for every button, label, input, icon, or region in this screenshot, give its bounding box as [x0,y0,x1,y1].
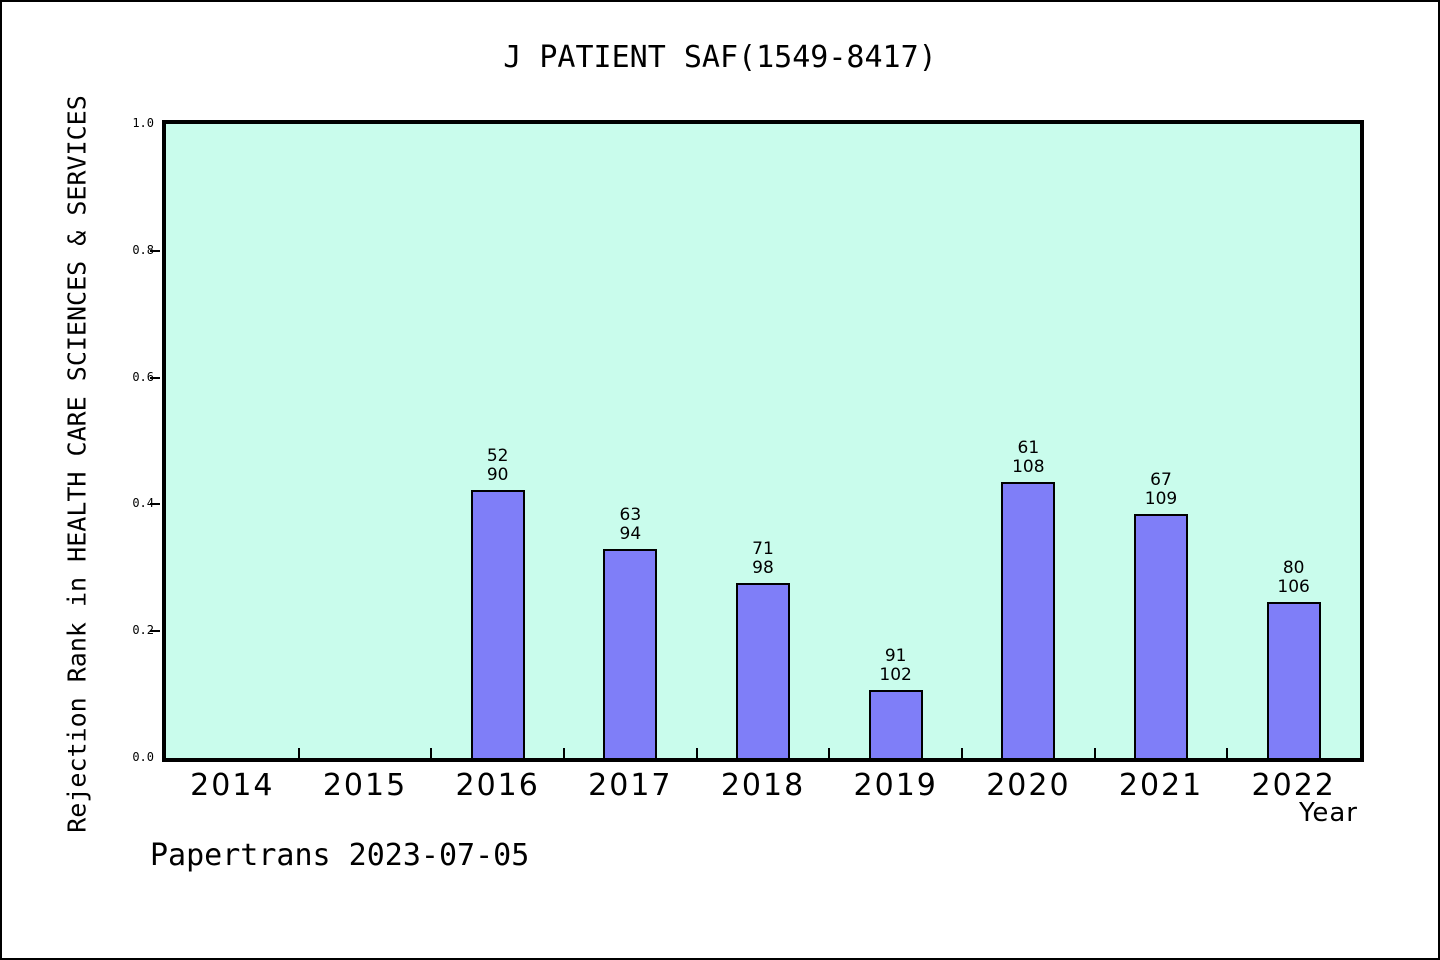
bar-2021 [1134,513,1188,758]
x-tick-label-2019: 2019 [853,768,938,803]
y-tick-label-0.4: 0.4 [132,496,154,511]
x-axis-tick [1093,748,1096,758]
y-axis-tick [150,376,160,379]
y-tick-label-0.8: 0.8 [132,242,154,257]
y-tick-label-0.2: 0.2 [132,623,154,638]
bar-2018 [736,583,790,758]
total-value: 102 [879,664,912,685]
bar-2019 [868,689,923,758]
x-axis-tick-labels: 2014 2015 2016 2017 2018 2019 2020 2021 2022 [166,768,1360,803]
x-tick-label-2021: 2021 [1118,768,1204,803]
rank-value: 67 [1150,469,1172,490]
total-value: 108 [1012,457,1045,478]
bar-value-label-2018: 71 98 [703,540,823,578]
x-axis-tick [695,748,698,758]
total-value: 90 [486,465,509,486]
rank-value: 80 [1282,558,1305,579]
plot-area: 52 90 63 94 71 98 91 102 61 108 67 109 80 106 [162,120,1364,762]
x-tick-label-2022: 2022 [1251,768,1336,803]
x-axis-tick [297,748,300,758]
bar-value-label-2022: 80 106 [1234,559,1354,597]
rank-value: 61 [1017,438,1040,459]
x-axis-tick [960,748,963,758]
bar-2017 [603,548,658,758]
x-tick-label-2018: 2018 [720,768,806,803]
y-axis-tick [150,249,160,252]
y-tick-label-0.6: 0.6 [132,369,154,384]
y-tick-label-1.0: 1.0 [132,116,154,130]
bar-value-label-2016: 52 90 [438,447,558,485]
chart-title: J PATIENT SAF(1549-8417) [503,40,937,75]
rank-value: 52 [486,446,509,467]
x-tick-label-2014: 2014 [190,768,275,803]
bar-value-label-2019: 91 102 [836,645,956,685]
watermark-text: Papertrans 2023-07-05 [150,838,530,873]
y-axis-tick [150,503,160,506]
bar-2020 [1001,482,1056,758]
total-value: 109 [1144,488,1178,509]
bar-2016 [470,490,525,758]
x-tick-label-2017: 2017 [588,768,673,803]
x-axis-title: Year [1298,798,1358,828]
y-axis-tick [150,630,160,633]
total-value: 98 [752,558,774,579]
total-value: 94 [619,523,642,544]
y-axis-label: Rejection Rank in HEALTH CARE SCIENCES &… [62,95,92,833]
x-tick-label-2020: 2020 [986,768,1071,803]
x-axis-tick [828,748,831,758]
x-axis-tick [1226,748,1229,758]
total-value: 106 [1277,577,1310,598]
y-tick-label-0.0: 0.0 [132,750,154,764]
x-axis-tick [562,748,565,758]
rank-value: 63 [619,504,642,525]
bar-value-label-2020: 61 108 [968,438,1088,478]
bar-value-label-2017: 63 94 [570,504,690,544]
x-tick-label-2016: 2016 [455,768,540,803]
bar-2022 [1266,602,1321,758]
x-tick-label-2015: 2015 [322,768,408,803]
x-axis-tick [430,748,433,758]
bar-value-label-2021: 67 109 [1101,469,1221,509]
rank-value: 91 [884,645,907,666]
rank-value: 71 [752,539,774,560]
